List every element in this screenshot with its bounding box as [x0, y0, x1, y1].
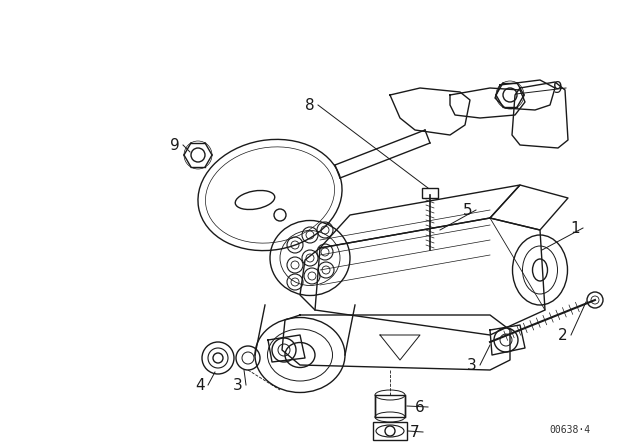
Text: 9: 9 [553, 81, 563, 95]
Bar [375, 395, 405, 417]
Text: 9: 9 [170, 138, 180, 152]
Text: 6: 6 [415, 400, 425, 414]
Text: 5: 5 [463, 202, 473, 217]
Bar [422, 188, 438, 198]
Text: 3: 3 [467, 358, 477, 372]
Bar [373, 422, 407, 440]
Text: 00638·4: 00638·4 [549, 425, 590, 435]
Text: 8: 8 [305, 98, 315, 112]
Text: 2: 2 [558, 327, 568, 343]
Text: 3: 3 [233, 378, 243, 392]
Text: 4: 4 [195, 378, 205, 392]
Text: 7: 7 [410, 425, 420, 439]
Text: 1: 1 [570, 220, 580, 236]
